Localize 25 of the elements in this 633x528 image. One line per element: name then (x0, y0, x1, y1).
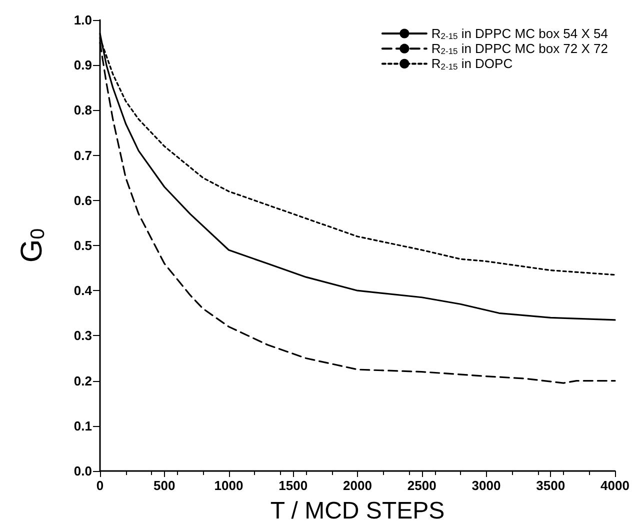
y-tick-label: 0.4 (74, 283, 93, 298)
y-tick-label: 0.0 (74, 464, 92, 478)
y-tick-label: 0.7 (74, 148, 92, 163)
x-tick-label: 3500 (536, 478, 566, 493)
legend-label: R2-15 in DPPC MC box 72 X 72 (431, 41, 608, 56)
y-tick-label: 0.2 (74, 373, 92, 388)
x-tick-label: 1500 (278, 478, 308, 493)
y-tick-label: 1.0 (74, 12, 92, 28)
x-tick-label: 2500 (407, 478, 436, 493)
x-tick-label: 4000 (600, 478, 630, 493)
legend-label: R2-15 in DPPC MC box 54 X 54 (431, 26, 608, 42)
x-axis-title: T / MCD STEPS (270, 498, 445, 524)
legend-label: R2-15 in DOPC (431, 56, 513, 72)
y-tick-label: 0.3 (74, 328, 92, 344)
y-tick-label: 0.9 (74, 58, 92, 73)
y-tick-label: 0.8 (74, 102, 92, 118)
y-tick-label: 0.6 (74, 192, 92, 208)
y-axis-title: G0 (16, 228, 49, 263)
x-tick-label: 3000 (472, 478, 501, 493)
y-tick-label: 0.1 (74, 418, 92, 434)
x-tick-label: 500 (154, 478, 176, 493)
x-tick-label: 0 (96, 478, 104, 493)
x-tick-label: 1000 (214, 478, 244, 493)
y-tick-label: 0.5 (74, 238, 92, 253)
x-tick-label: 2000 (343, 478, 372, 493)
